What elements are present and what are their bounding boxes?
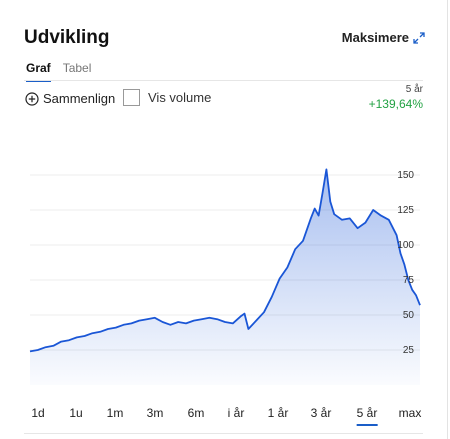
volume-label: Vis volume [148, 90, 212, 105]
range-i-ar[interactable]: i år [227, 406, 245, 420]
compare-label: Sammenlign [43, 91, 116, 106]
maximize-button[interactable]: Maksimere [342, 30, 425, 45]
chart-area-fill [30, 169, 420, 385]
range-1m[interactable]: 1m [106, 406, 124, 420]
expand-icon [413, 31, 425, 44]
tab-graf[interactable]: Graf [26, 61, 51, 82]
tab-tabel[interactable]: Tabel [62, 61, 92, 75]
range-3-ar[interactable]: 3 år [310, 406, 332, 420]
y-tick-label: 50 [403, 310, 415, 321]
y-tick-label: 150 [397, 170, 414, 181]
y-tick-label: 100 [397, 240, 414, 251]
range-5-ar[interactable]: 5 år [356, 406, 378, 426]
compare-button[interactable]: Sammenlign [25, 91, 115, 106]
y-tick-label: 75 [403, 275, 415, 286]
range-max[interactable]: max [398, 406, 422, 420]
bottom-divider [24, 433, 423, 434]
range-3m[interactable]: 3m [146, 406, 164, 420]
change-percent: +139,64% [368, 97, 423, 111]
view-tabs: Graf Tabel [26, 61, 91, 82]
card-title: Udvikling [24, 27, 110, 48]
y-tick-label: 25 [403, 345, 415, 356]
range-1d[interactable]: 1d [31, 406, 45, 420]
maximize-label: Maksimere [341, 30, 409, 45]
y-tick-label: 125 [397, 205, 414, 216]
range-6m[interactable]: 6m [187, 406, 205, 420]
period-label: 5 år [405, 84, 423, 95]
tabs-divider [24, 80, 423, 81]
volume-toggle: Vis volume [123, 89, 211, 106]
range-1-ar[interactable]: 1 år [267, 406, 289, 420]
range-1u[interactable]: 1u [69, 406, 83, 420]
chart-line [29, 168, 421, 353]
volume-checkbox[interactable] [123, 89, 140, 106]
plus-circle-icon [25, 91, 39, 106]
range-selector: 1d 1u 1m 3m 6m i år 1 år 3 år 5 år max [24, 406, 423, 426]
